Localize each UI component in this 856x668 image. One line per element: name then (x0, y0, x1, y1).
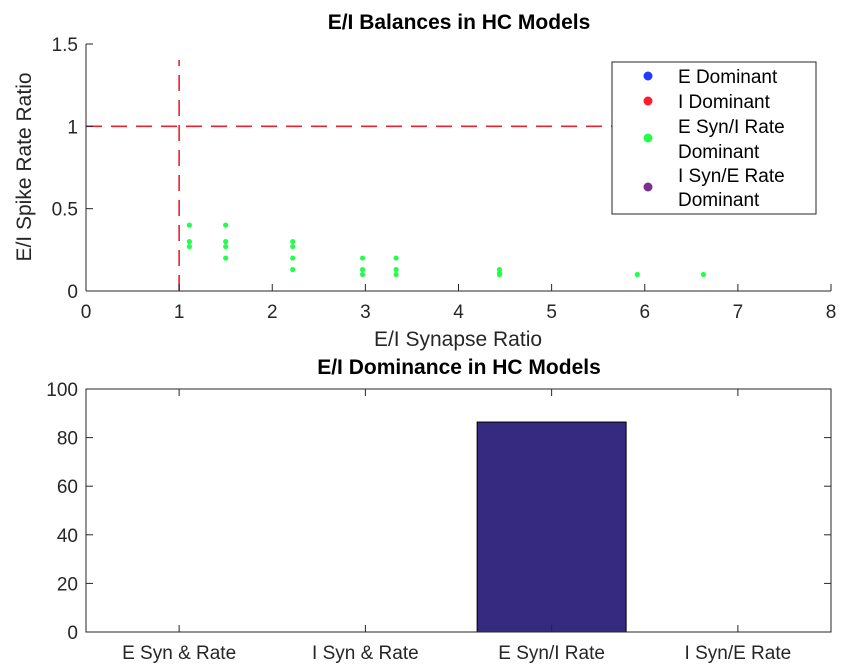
scatter-y-tick-label: 0.5 (52, 200, 78, 221)
scatter-legend: E Dominant I Dominant E Syn/I Rate Domin… (611, 61, 817, 215)
legend-label-e-dominant: E Dominant (678, 67, 778, 88)
legend-item-i-syn-e-rate: I Syn/E Rate Dominant (643, 166, 785, 211)
scatter-x-tick-label: 8 (826, 302, 837, 323)
scatter-x-tick-label: 1 (174, 302, 185, 323)
bar-y-tick-label: 40 (57, 526, 78, 547)
scatter-point (359, 255, 366, 261)
scatter-point (290, 243, 296, 250)
scatter-panel: E/I Balances in HC Models 0 1 2 3 4 5 6 7 8 0 0.5… (13, 11, 836, 351)
legend-marker-e-syn-i-rate (643, 133, 653, 143)
bar (476, 421, 627, 633)
legend-item-i-dominant: I Dominant (643, 92, 771, 113)
legend-label-e-syn-i-rate-line2: Dominant (678, 142, 760, 163)
legend-marker-e-dominant (643, 71, 653, 81)
scatter-point (223, 239, 229, 245)
scatter-x-tick-label: 2 (267, 302, 278, 323)
scatter-point (634, 271, 640, 278)
scatter-point (223, 222, 229, 228)
bar-title: E/I Dominance in HC Models (317, 356, 601, 379)
bar-x-ticks: E Syn & Rate I Syn & Rate E Syn/I Rate I Sy… (122, 389, 791, 664)
legend-label-i-syn-e-rate-line2: Dominant (678, 190, 760, 211)
scatter-point (359, 266, 366, 273)
scatter-point (290, 255, 296, 261)
scatter-point (393, 271, 399, 278)
bar-category-label: E Syn & Rate (122, 643, 236, 664)
bar-y-tick-label: 100 (46, 380, 78, 401)
scatter-points (186, 222, 707, 278)
legend-item-e-syn-i-rate: E Syn/I Rate Dominant (643, 117, 785, 163)
bar-category-label: I Syn & Rate (312, 643, 419, 664)
scatter-point (223, 243, 229, 250)
scatter-x-ticks: 0 1 2 3 4 5 6 7 8 (81, 284, 837, 323)
scatter-x-axis-label: E/I Synapse Ratio (374, 328, 542, 351)
scatter-y-axis-label: E/I Spike Rate Ratio (13, 72, 36, 261)
bars (476, 421, 627, 633)
scatter-point (290, 239, 296, 245)
bar-y-tick-label: 20 (57, 574, 78, 595)
scatter-x-tick-label: 7 (733, 302, 744, 323)
bar-category-label: E Syn/I Rate (498, 643, 605, 664)
legend-item-e-dominant: E Dominant (643, 67, 778, 88)
scatter-y-tick-label: 1 (67, 117, 78, 138)
scatter-point (223, 255, 229, 261)
legend-marker-i-dominant (643, 96, 653, 106)
scatter-point (496, 271, 503, 278)
scatter-point (186, 222, 192, 228)
bar-axes (85, 388, 832, 633)
legend-label-e-syn-i-rate-line1: E Syn/I Rate (678, 117, 785, 138)
legend-label-i-dominant: I Dominant (678, 92, 771, 113)
scatter-point (393, 266, 399, 273)
bar-y-ticks: 0 20 40 60 80 100 (46, 380, 831, 644)
scatter-y-tick-label: 0 (67, 282, 78, 303)
scatter-x-tick-label: 4 (453, 302, 464, 323)
scatter-point (186, 243, 192, 250)
scatter-reference-lines (86, 60, 612, 291)
scatter-x-tick-label: 3 (360, 302, 371, 323)
scatter-y-tick-label: 1.5 (52, 35, 78, 56)
bar-panel: E/I Dominance in HC Models 020406080100 … (46, 356, 832, 664)
bar-category-label: I Syn/E Rate (685, 643, 792, 664)
scatter-y-ticks: 0 0.5 1 1.5 (52, 35, 93, 303)
scatter-x-tick-label: 6 (639, 302, 650, 323)
bar-y-tick-label: 80 (57, 429, 78, 450)
scatter-point (290, 266, 296, 273)
bar-y-tick-label: 60 (57, 477, 78, 498)
scatter-title: E/I Balances in HC Models (328, 11, 591, 34)
legend-label-i-syn-e-rate-line1: I Syn/E Rate (678, 166, 785, 187)
scatter-x-tick-label: 5 (546, 302, 557, 323)
bar-y-tick-label: 0 (67, 623, 78, 644)
scatter-point (700, 271, 707, 278)
bar-axes-box (85, 388, 832, 633)
scatter-point (359, 271, 366, 278)
scatter-point (186, 239, 192, 245)
scatter-x-tick-label: 0 (81, 302, 92, 323)
legend-marker-i-syn-e-rate (643, 182, 653, 192)
scatter-point (393, 255, 399, 261)
